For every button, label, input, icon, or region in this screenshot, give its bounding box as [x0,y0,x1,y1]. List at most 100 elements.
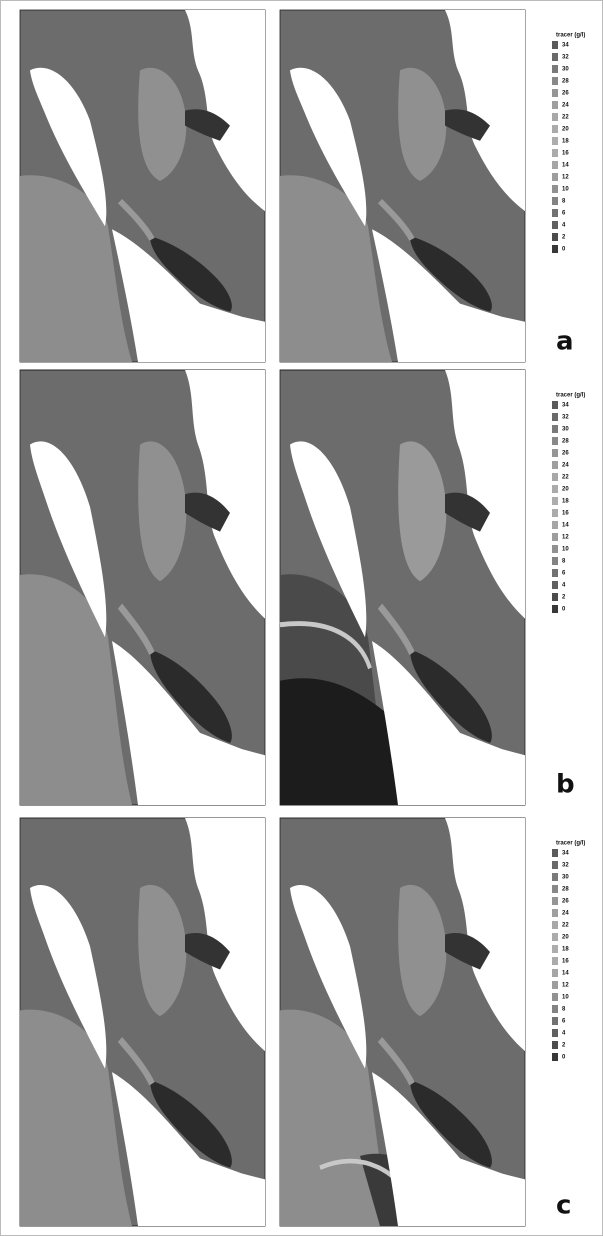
legend-swatch [552,137,558,145]
legend-swatch [552,425,558,433]
legend-swatch [552,981,558,989]
legend-swatch [552,221,558,229]
legend-label: 34 [562,403,569,409]
legend-swatch [552,449,558,457]
legend-swatch [552,945,558,953]
legend-label: 14 [562,163,569,169]
legend-swatch [552,149,558,157]
map [280,370,525,805]
legend-swatch [552,41,558,49]
legend-swatch [552,557,558,565]
legend-swatch [552,873,558,881]
legend-label: 12 [562,175,569,181]
legend-swatch [552,461,558,469]
legend-swatch [552,861,558,869]
legend-swatch [552,993,558,1001]
legend-label: 28 [562,439,569,445]
legend-label: 26 [562,91,569,97]
legend-swatch [552,581,558,589]
legend-label: 34 [562,851,569,857]
map [20,10,265,362]
legend-label: 30 [562,67,569,73]
legend-swatch [552,1029,558,1037]
legend-swatch [552,209,558,217]
legend-swatch [552,849,558,857]
legend-label: 20 [562,127,569,133]
legend-label: 24 [562,911,569,917]
legend-label: 24 [562,103,569,109]
panel-label: b [556,770,575,800]
legend-label: 20 [562,487,569,493]
legend-swatch [552,437,558,445]
legend-label: 16 [562,959,569,965]
legend-label: 14 [562,523,569,529]
map [20,370,265,805]
legend-label: 28 [562,79,569,85]
legend-swatch [552,521,558,529]
legend-label: 22 [562,923,569,929]
legend-swatch [552,173,558,181]
legend-swatch [552,1053,558,1061]
legend-swatch [552,545,558,553]
legend-swatch [552,65,558,73]
map [20,818,265,1226]
legend-label: 12 [562,983,569,989]
legend-label: 30 [562,427,569,433]
legend-label: 34 [562,43,569,49]
legend-swatch [552,77,558,85]
legend-swatch [552,401,558,409]
legend-swatch [552,1005,558,1013]
legend-swatch [552,897,558,905]
legend-swatch [552,509,558,517]
legend-swatch [552,125,558,133]
legend-swatch [552,53,558,61]
legend-label: 16 [562,151,569,157]
legend-swatch [552,233,558,241]
legend-label: 10 [562,547,569,553]
legend-title: tracer (g/l) [556,33,585,39]
legend-swatch [552,185,558,193]
legend-label: 26 [562,899,569,905]
legend-label: 18 [562,139,569,145]
legend-swatch [552,497,558,505]
legend-swatch [552,89,558,97]
panel-label: a [556,327,574,357]
legend-swatch [552,485,558,493]
legend-swatch [552,473,558,481]
legend-title: tracer (g/l) [556,841,585,847]
legend-label: 28 [562,887,569,893]
legend-label: 12 [562,535,569,541]
legend-label: 32 [562,415,569,421]
legend-swatch [552,113,558,121]
legend-swatch [552,885,558,893]
legend-label: 26 [562,451,569,457]
legend-title: tracer (g/l) [556,393,585,399]
legend-swatch [552,413,558,421]
panel-label: c [556,1191,571,1221]
legend-swatch [552,969,558,977]
legend-label: 30 [562,875,569,881]
legend-label: 10 [562,187,569,193]
legend-swatch [552,957,558,965]
legend-swatch [552,245,558,253]
legend-swatch [552,933,558,941]
legend-label: 32 [562,863,569,869]
figure: atracer (g/l)343230282624222018161412108… [0,0,603,1236]
legend-label: 22 [562,475,569,481]
map [280,818,525,1226]
legend-swatch [552,1041,558,1049]
legend-swatch [552,101,558,109]
legend-label: 18 [562,947,569,953]
legend-swatch [552,921,558,929]
legend-swatch [552,1017,558,1025]
legend-swatch [552,161,558,169]
map [280,10,525,362]
legend-label: 10 [562,995,569,1001]
legend-swatch [552,197,558,205]
page: {"panels": [ {"label": "a", "legend": {"… [0,0,603,1236]
legend-swatch [552,909,558,917]
legend-label: 32 [562,55,569,61]
legend-label: 24 [562,463,569,469]
legend-swatch [552,593,558,601]
legend-label: 16 [562,511,569,517]
